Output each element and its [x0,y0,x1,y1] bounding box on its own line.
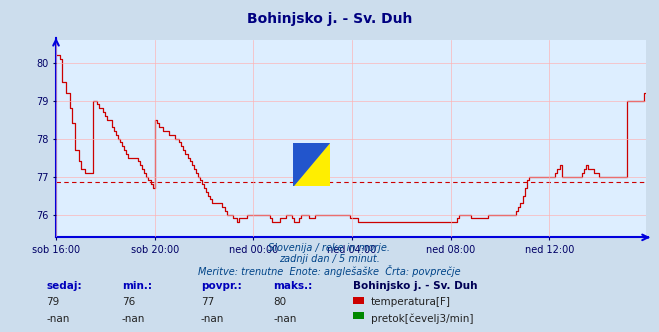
Text: 76: 76 [122,297,135,307]
Text: maks.:: maks.: [273,281,313,290]
Text: pretok[čevelj3/min]: pretok[čevelj3/min] [371,314,474,324]
Text: Bohinjsko j. - Sv. Duh: Bohinjsko j. - Sv. Duh [247,12,412,26]
Text: Meritve: trenutne  Enote: anglešaške  Črta: povprečje: Meritve: trenutne Enote: anglešaške Črta… [198,265,461,277]
Text: 79: 79 [46,297,59,307]
Text: -nan: -nan [46,314,69,324]
Polygon shape [293,143,330,186]
Text: temperatura[F]: temperatura[F] [371,297,451,307]
Text: zadnji dan / 5 minut.: zadnji dan / 5 minut. [279,254,380,264]
Text: 80: 80 [273,297,287,307]
Text: -nan: -nan [122,314,145,324]
Text: min.:: min.: [122,281,152,290]
Text: 77: 77 [201,297,214,307]
Text: povpr.:: povpr.: [201,281,242,290]
Text: Slovenija / reke in morje.: Slovenija / reke in morje. [268,243,391,253]
Text: Bohinjsko j. - Sv. Duh: Bohinjsko j. - Sv. Duh [353,281,477,290]
Polygon shape [293,143,330,186]
Text: sedaj:: sedaj: [46,281,82,290]
Text: -nan: -nan [201,314,224,324]
Text: -nan: -nan [273,314,297,324]
